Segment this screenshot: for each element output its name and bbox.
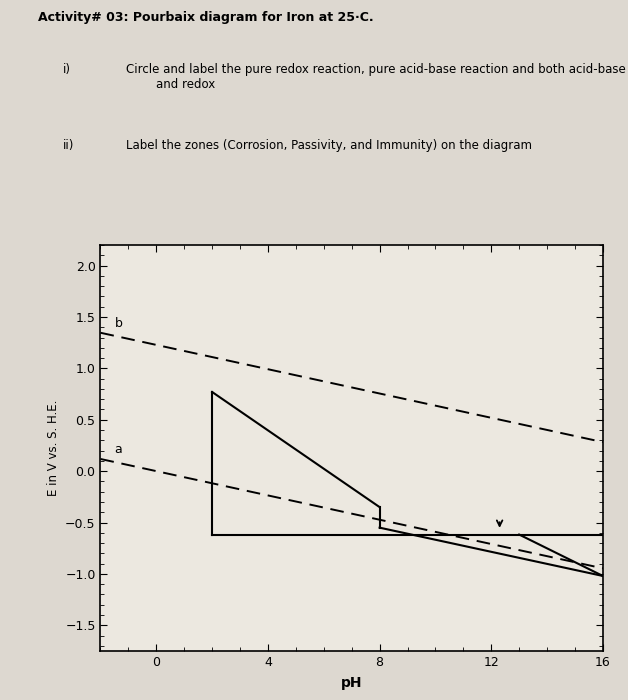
Text: Activity# 03: Pourbaix diagram for Iron at 25·C.: Activity# 03: Pourbaix diagram for Iron … <box>38 11 373 25</box>
Text: a: a <box>114 443 122 456</box>
Y-axis label: E in V vs. S. H.E.: E in V vs. S. H.E. <box>46 400 60 496</box>
Text: ii): ii) <box>63 139 74 152</box>
Text: Circle and label the pure redox reaction, pure acid-base reaction and both acid-: Circle and label the pure redox reaction… <box>126 63 625 91</box>
X-axis label: pH: pH <box>341 676 362 690</box>
Text: b: b <box>114 317 122 330</box>
Text: i): i) <box>63 63 71 76</box>
Text: Label the zones (Corrosion, Passivity, and Immunity) on the diagram: Label the zones (Corrosion, Passivity, a… <box>126 139 531 152</box>
